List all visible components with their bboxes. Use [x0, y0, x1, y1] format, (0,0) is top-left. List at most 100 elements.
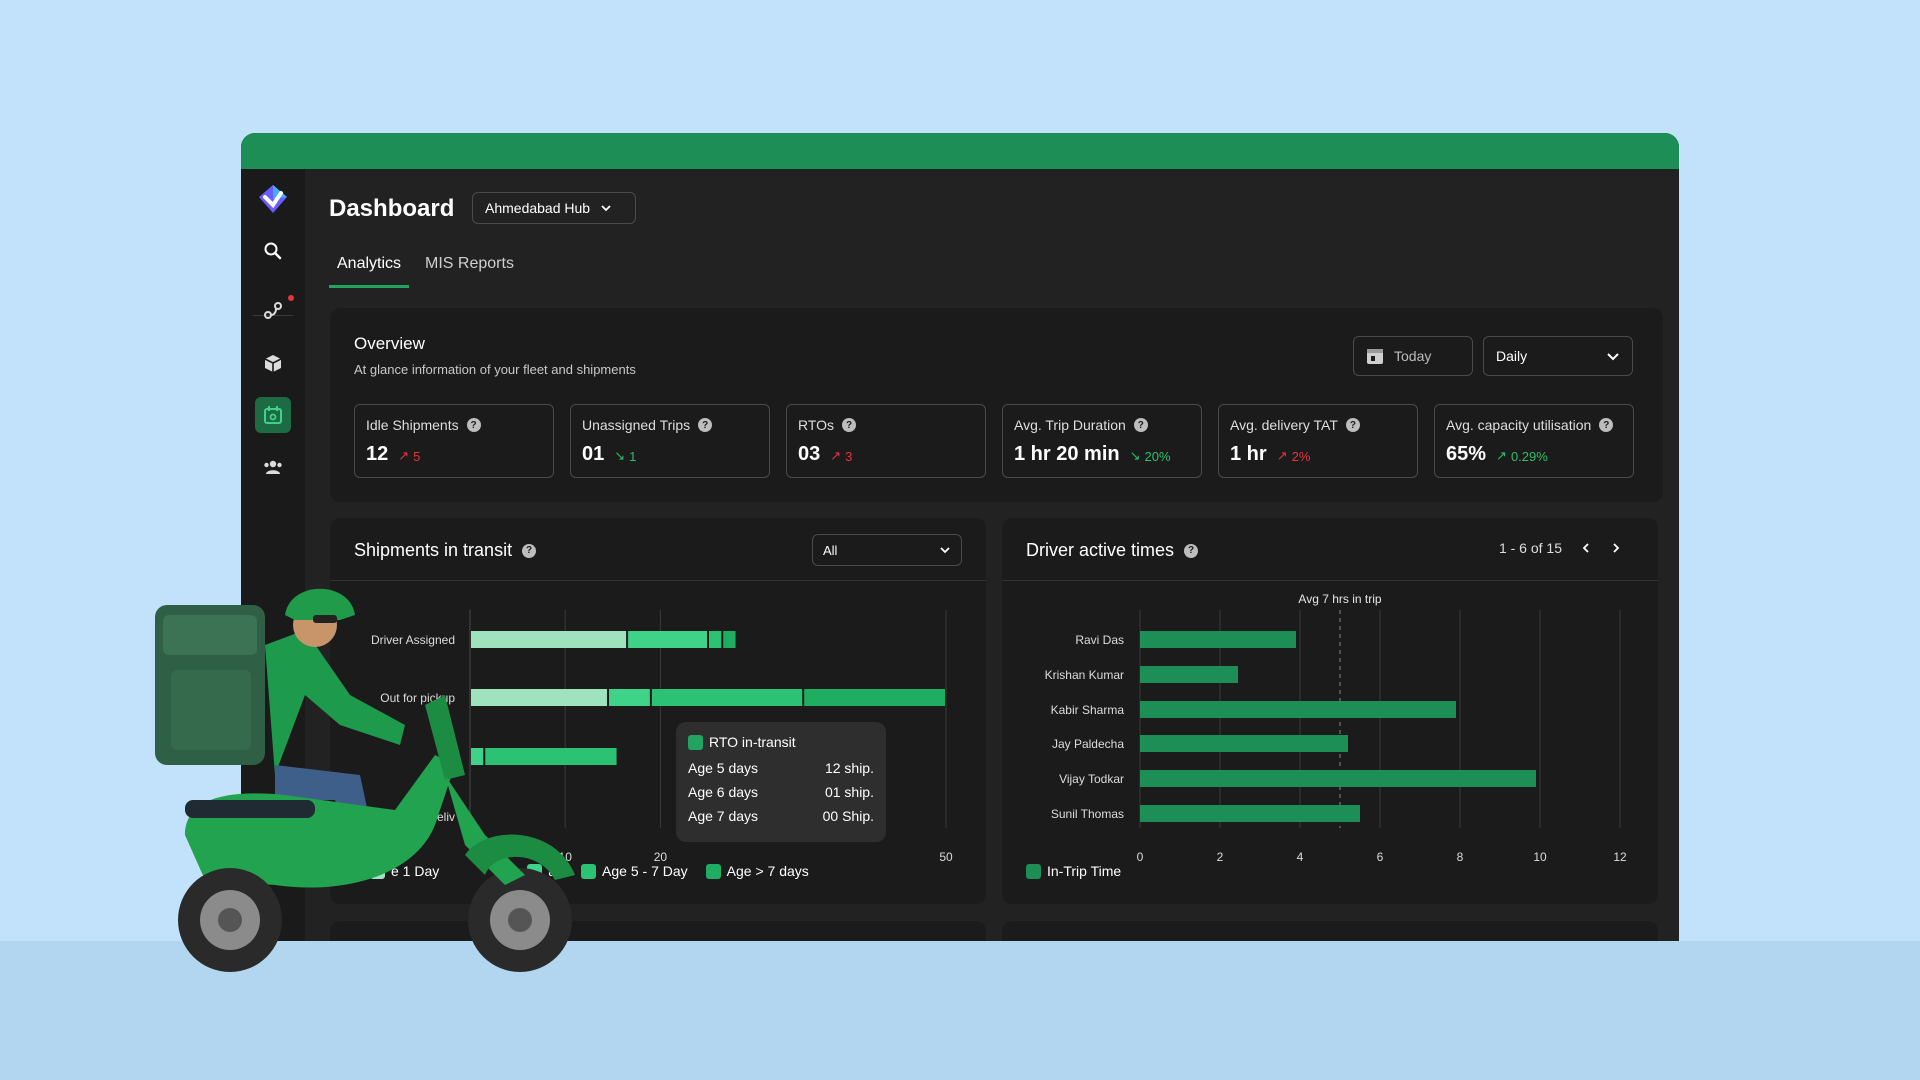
- bar: [1140, 805, 1360, 822]
- x-tick-label: 6: [1377, 850, 1384, 864]
- route-icon[interactable]: [255, 293, 291, 329]
- kpi-card[interactable]: Avg. capacity utilisation? 65% ↗ 0.29%: [1434, 404, 1634, 478]
- background-floor: [0, 941, 1920, 1080]
- tooltip-label: Age 7 days: [688, 808, 759, 824]
- kpi-delta: 0.29%: [1510, 448, 1548, 464]
- drivers-chart: 0 2 4 6 8 10 12 Avg 7 hrs in trip Ravi Das Krisha…: [1045, 592, 1627, 864]
- tooltip-label: Age 6 days: [688, 784, 759, 800]
- period-select[interactable]: Daily: [1483, 336, 1633, 376]
- tooltip-row: Age 7 days 00 Ship.: [688, 808, 874, 824]
- tab-analytics[interactable]: Analytics: [329, 255, 410, 288]
- y-category-label: Jay Paldecha: [1052, 737, 1124, 751]
- help-icon[interactable]: ?: [1345, 418, 1360, 432]
- bar-segment: [485, 748, 617, 765]
- users-icon[interactable]: [255, 449, 291, 485]
- x-tick-label: 12: [1613, 850, 1627, 864]
- tooltip-value: 01 ship.: [824, 784, 874, 800]
- tooltip-row: Age 5 days 12 ship.: [688, 760, 874, 776]
- kpi-value: 01: [582, 443, 605, 465]
- legend-item[interactable]: Age > 7 days: [705, 863, 809, 879]
- bar: [1140, 770, 1536, 787]
- drivers-title: Driver active times: [1026, 540, 1175, 560]
- shipments-filter-select[interactable]: All: [812, 534, 962, 566]
- arrow-up-right-icon: ↗: [398, 448, 410, 463]
- x-tick-label: 50: [939, 850, 953, 864]
- bar: [1140, 631, 1296, 648]
- legend-item[interactable]: In-Trip Time: [1026, 863, 1121, 879]
- shipments-filter-value: All: [823, 542, 838, 558]
- tooltip-swatch: [688, 734, 703, 750]
- legend-label: e 1 Day: [391, 863, 440, 879]
- pagination-label: 1 - 6 of 15: [1498, 540, 1562, 556]
- bar-segment: [628, 631, 707, 648]
- logo-icon[interactable]: [255, 181, 291, 217]
- bar: [1140, 666, 1238, 683]
- tooltip-label: Age 5 days: [688, 760, 759, 776]
- legend-swatch: [705, 863, 721, 879]
- package-icon[interactable]: [255, 345, 291, 381]
- x-tick-label: 10: [1533, 850, 1547, 864]
- y-category-label: Sunil Thomas: [1051, 807, 1124, 821]
- chevron-right-icon[interactable]: [1610, 542, 1622, 554]
- bar-segment: [471, 689, 608, 706]
- tooltip-title: RTO in-transit: [709, 734, 796, 750]
- kpi-label: Avg. delivery TAT: [1230, 417, 1338, 433]
- kpi-value: 12: [366, 443, 389, 465]
- kpi-card[interactable]: Unassigned Trips? 01 ↘ 1: [570, 404, 770, 478]
- bar-segment: [471, 748, 484, 765]
- kpi-delta: 3: [845, 448, 853, 464]
- bar-segment: [723, 631, 736, 648]
- x-tick-label: 0: [1137, 850, 1144, 864]
- calendar-icon: [1367, 349, 1383, 364]
- kpi-card[interactable]: Idle Shipments? 12 ↗ 5: [354, 404, 554, 478]
- kpi-card[interactable]: Avg. Trip Duration? 1 hr 20 min ↘ 20%: [1002, 404, 1202, 478]
- search-icon[interactable]: [255, 233, 291, 269]
- kpi-card[interactable]: Avg. delivery TAT? 1 hr ↗ 2%: [1218, 404, 1418, 478]
- y-category-label: Vijay Todkar: [1059, 772, 1124, 786]
- app-window: Dashboard Ahmedabad Hub Analytics MIS Re…: [241, 133, 1679, 941]
- arrow-up-right-icon: ↗: [1496, 448, 1507, 463]
- arrow-down-right-icon: ↘: [1129, 448, 1141, 463]
- date-picker-button[interactable]: Today: [1353, 336, 1473, 376]
- top-bar: [241, 133, 1679, 169]
- chevron-down-icon: [1607, 353, 1619, 361]
- help-icon[interactable]: ?: [698, 418, 713, 432]
- kpi-value: 1 hr: [1230, 443, 1267, 465]
- legend-swatch: [1026, 863, 1041, 879]
- card-divider: [330, 580, 986, 581]
- help-icon[interactable]: ?: [842, 418, 857, 432]
- help-icon[interactable]: ?: [522, 543, 537, 558]
- kpi-card[interactable]: RTOs? 03 ↗ 3: [786, 404, 986, 478]
- tab-mis-reports[interactable]: MIS Reports: [425, 255, 514, 272]
- x-tick-label: 20: [654, 850, 668, 864]
- arrow-up-right-icon: ↗: [830, 448, 842, 463]
- y-category-label: Ravi Das: [1075, 633, 1124, 647]
- kpi-delta: 1: [629, 448, 637, 464]
- bar-segment: [709, 631, 722, 648]
- delivery-rider-illustration: [155, 588, 575, 972]
- x-tick-label: 8: [1457, 850, 1464, 864]
- period-select-value: Daily: [1496, 348, 1528, 364]
- notification-dot: [288, 295, 294, 301]
- kpi-value: 65%: [1446, 443, 1487, 465]
- chevron-left-icon[interactable]: [1580, 542, 1592, 554]
- average-annotation: Avg 7 hrs in trip: [1298, 592, 1381, 606]
- x-tick-label: 2: [1217, 850, 1224, 864]
- overview-card: Overview At glance information of your f…: [330, 308, 1663, 502]
- help-icon[interactable]: ?: [1133, 418, 1148, 432]
- calendar-icon[interactable]: [255, 397, 291, 433]
- hub-selector-label: Ahmedabad Hub: [485, 200, 591, 216]
- help-icon[interactable]: ?: [1184, 543, 1199, 558]
- kpi-row: Idle Shipments? 12 ↗ 5 Unassigned Trips? 0…: [354, 404, 1634, 478]
- kpi-value: 1 hr 20 min: [1014, 443, 1120, 465]
- help-icon[interactable]: ?: [466, 418, 481, 432]
- help-icon[interactable]: ?: [1599, 418, 1614, 432]
- page-title: Dashboard: [329, 195, 455, 222]
- hub-selector[interactable]: Ahmedabad Hub: [472, 192, 636, 224]
- drivers-card: Driver active times ? 1 - 6 of 15 0 2 4 6 8 1…: [1002, 518, 1658, 904]
- kpi-delta: 5: [413, 448, 421, 464]
- kpi-delta: 20%: [1144, 448, 1171, 464]
- legend-item[interactable]: Age 5 - 7 Day: [581, 863, 688, 879]
- next-card: [1002, 921, 1658, 941]
- tooltip-value: 12 ship.: [824, 760, 874, 776]
